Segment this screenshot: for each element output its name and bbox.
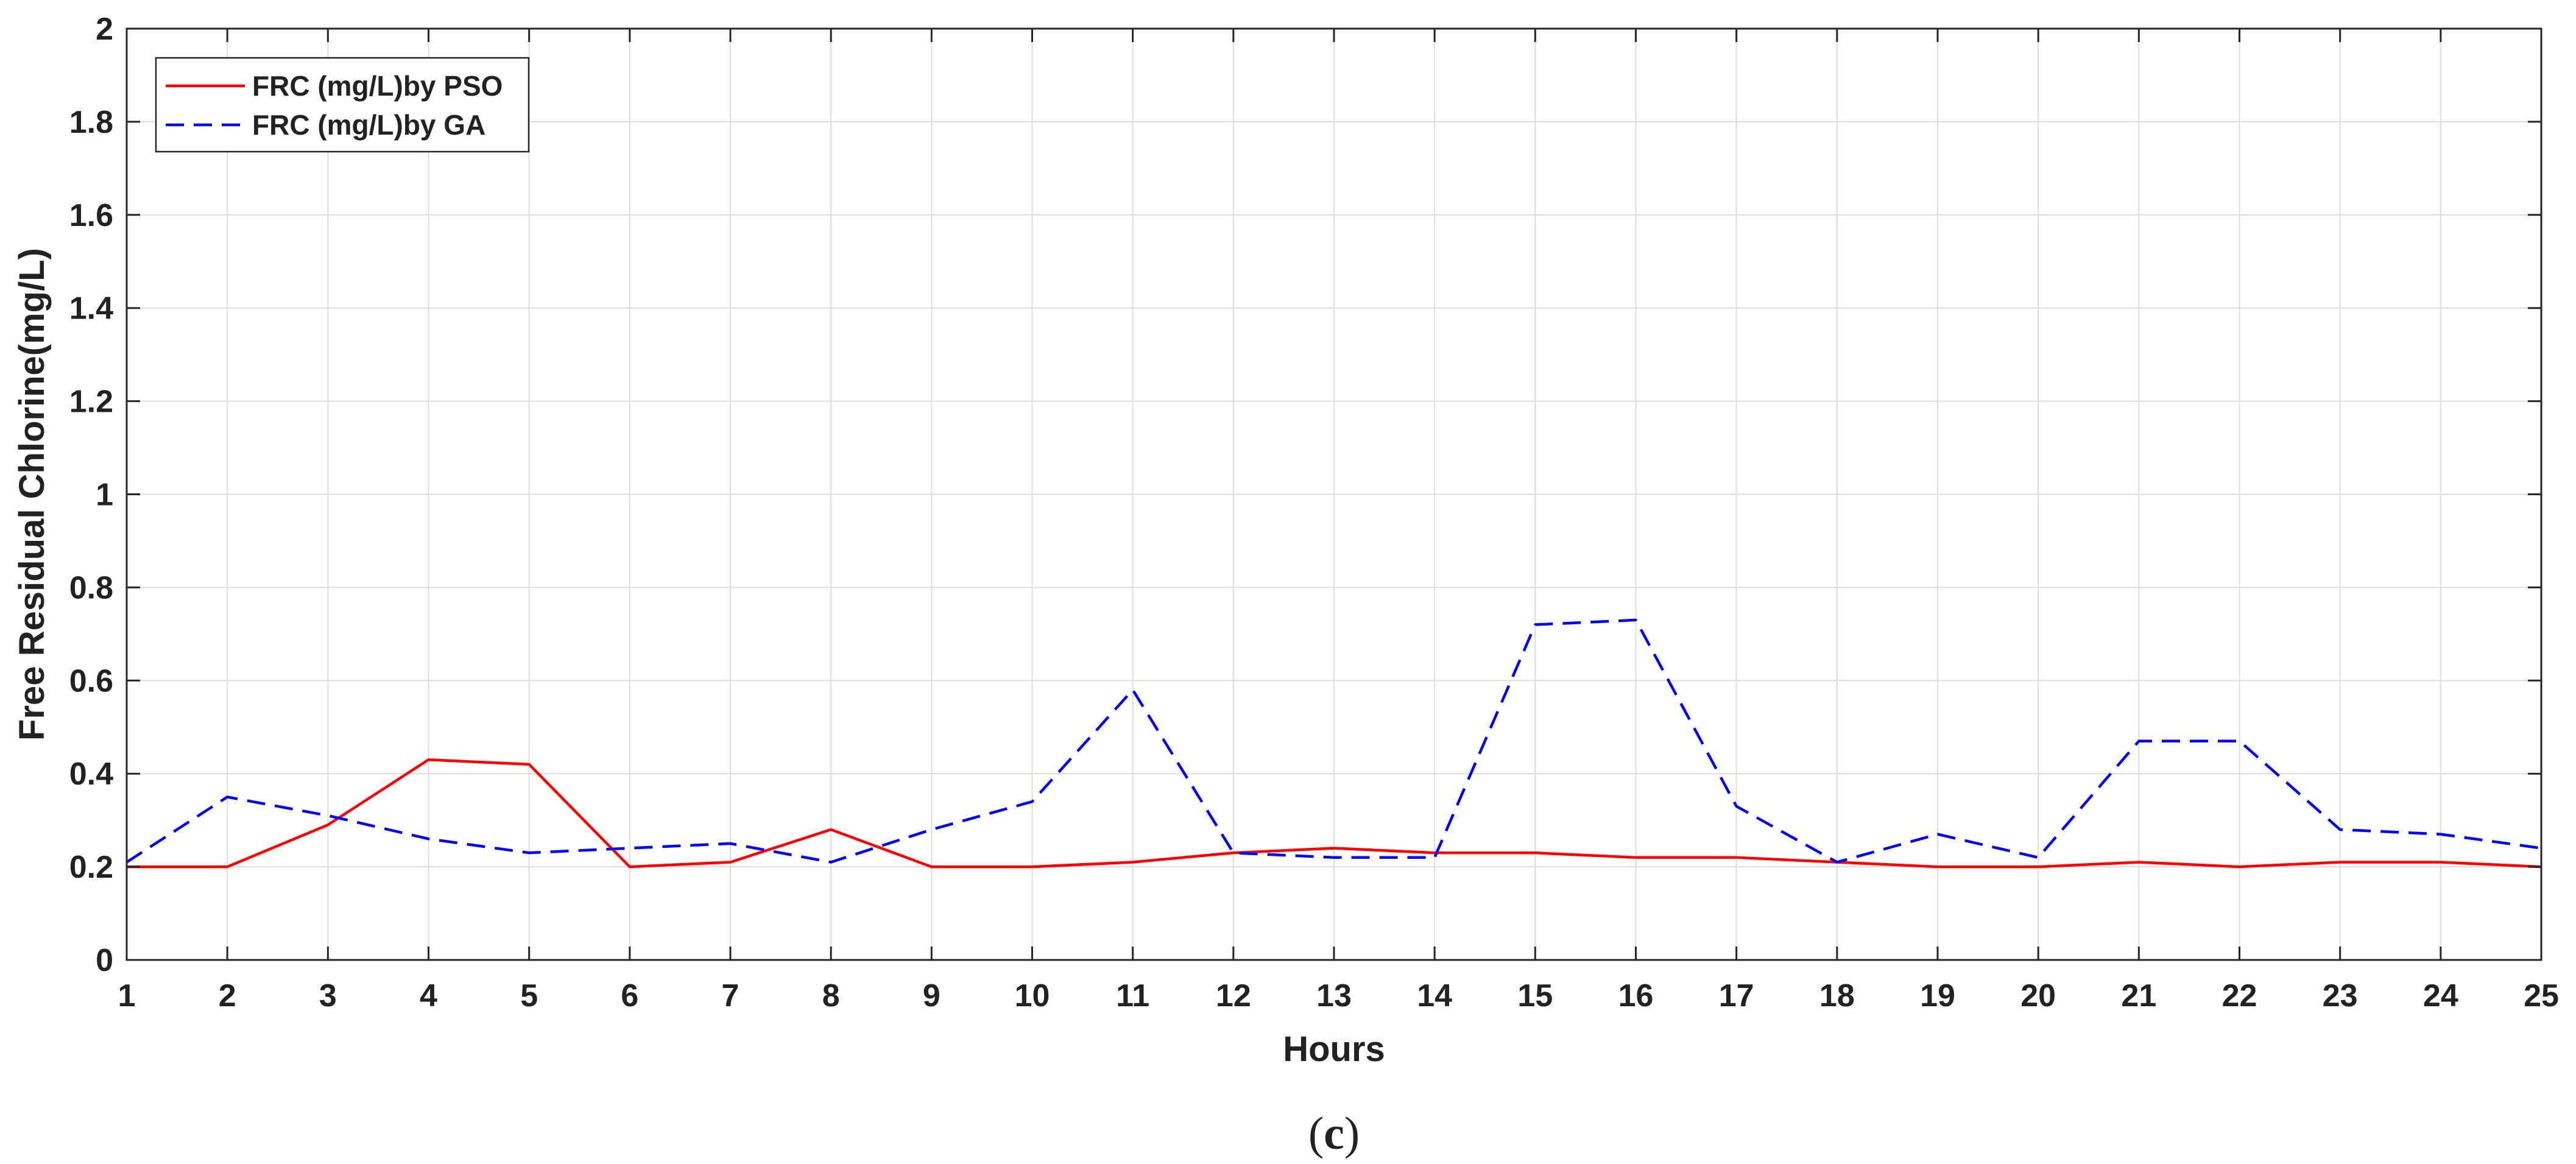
legend-label-ga: FRC (mg/L)by GA [252,109,485,141]
y-tick-label: 1.8 [69,105,113,140]
x-tick-label: 22 [2222,978,2257,1014]
x-tick-label: 6 [621,978,638,1014]
x-tick-label: 24 [2423,978,2458,1014]
y-tick-label: 0.8 [69,570,113,605]
x-tick-label: 17 [1719,978,1754,1014]
y-tick-label: 0.4 [69,757,113,792]
x-tick-label: 8 [822,978,840,1014]
y-tick-label: 1.6 [69,198,113,233]
axis-ticks: 1 2 3 4 5 6 7 8 9 10 11 12 13 14 15 16 17 18 19 20 21 22 23 24 2… [69,12,2559,1014]
caption-letter: c [1324,1108,1344,1159]
x-tick-label: 12 [1216,978,1251,1014]
x-tick-label: 13 [1316,978,1352,1014]
x-tick-label: 3 [319,978,337,1014]
y-tick-label: 0 [96,943,113,978]
series-lines [125,618,2542,869]
x-tick-label: 25 [2524,978,2559,1014]
x-tick-label: 23 [2323,978,2358,1014]
x-tick-label: 9 [923,978,940,1014]
x-tick-label: 21 [2121,978,2156,1014]
y-tick-label: 1.2 [69,384,113,420]
x-tick-label: 14 [1417,978,1452,1014]
y-tick-label: 1 [96,478,113,513]
x-tick-label: 15 [1517,978,1553,1014]
x-tick-label: 18 [1819,978,1855,1014]
x-tick-label: 5 [520,978,538,1014]
y-tick-label: 0.6 [69,663,113,699]
x-tick-label: 4 [420,978,437,1014]
y-tick-label: 0.2 [69,850,113,885]
x-tick-label: 1 [118,978,136,1014]
legend: FRC (mg/L)by PSO FRC (mg/L)by GA [155,57,530,153]
x-tick-label: 20 [2020,978,2056,1014]
figure-caption: (c) [1308,1108,1360,1159]
y-tick-label: 1.4 [69,291,113,326]
caption-open-paren: ( [1308,1108,1324,1159]
y-axis-label: Free Residual Chlorine(mg/L) [12,248,52,741]
x-tick-label: 19 [1920,978,1955,1014]
x-tick-label: 7 [722,978,739,1014]
legend-label-pso: FRC (mg/L)by PSO [252,70,503,102]
caption-close-paren: ) [1344,1108,1360,1159]
x-tick-label: 10 [1015,978,1050,1014]
x-tick-label: 11 [1116,978,1149,1014]
x-tick-label: 16 [1618,978,1654,1014]
legend-box [155,57,530,153]
y-tick-label: 2 [96,12,113,47]
x-axis-label: Hours [1283,1029,1385,1069]
series-line-pso [127,758,2542,869]
series-line-ga [125,618,2542,864]
x-tick-label: 2 [219,978,236,1014]
